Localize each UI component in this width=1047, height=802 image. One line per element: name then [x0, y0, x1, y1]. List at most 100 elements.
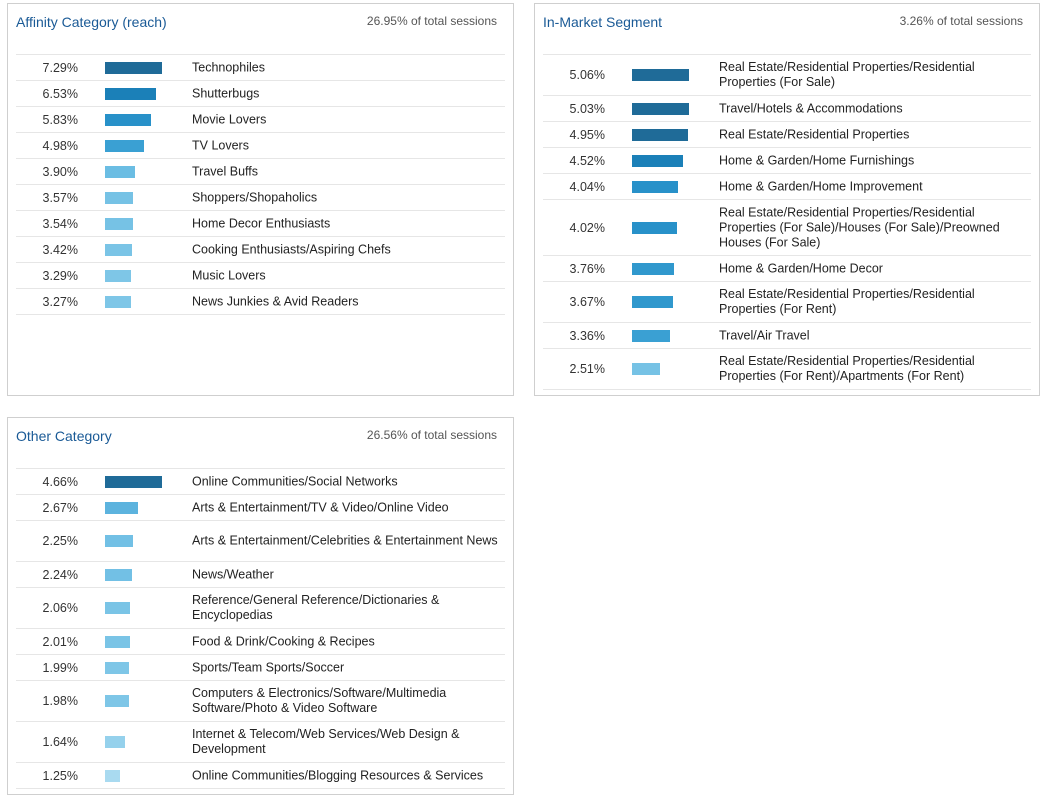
segment-percentage: 3.67% [569, 295, 605, 309]
segment-row: 4.95% Real Estate/Residential Properties [543, 122, 1031, 148]
segment-label: Reference/General Reference/Dictionaries… [192, 593, 440, 622]
segment-percentage: 6.53% [42, 86, 78, 101]
segment-bar [632, 221, 677, 234]
segment-label: Real Estate/Residential Properties/Resid… [719, 205, 1000, 249]
other-category-panel: Other Category 26.56% of total sessions … [7, 417, 514, 795]
segment-percentage: 2.01% [42, 634, 78, 649]
segment-label: Internet & Telecom/Web Services/Web Desi… [192, 727, 460, 756]
segment-percentage: 3.27% [42, 294, 78, 309]
segment-row: 1.25% Online Communities/Blogging Resourc… [16, 763, 505, 789]
segment-bar [105, 113, 151, 126]
segment-row: 6.53% Shutterbugs [16, 81, 505, 107]
segment-row: 3.67% Real Estate/Residential Properties/… [543, 282, 1031, 323]
segment-bar [105, 501, 138, 514]
segment-label: Real Estate/Residential Properties [719, 127, 910, 141]
panel-header: Affinity Category (reach) 26.95% of tota… [8, 4, 513, 44]
segment-row: 2.06% Reference/General Reference/Diction… [16, 588, 505, 629]
segment-bar [632, 296, 673, 308]
segment-label: Online Communities/Blogging Resources & … [192, 768, 484, 782]
segment-bar [105, 736, 125, 748]
segment-list: 5.06% Real Estate/Residential Properties/… [543, 54, 1031, 390]
segment-bar [105, 602, 130, 614]
segment-row: 2.25% Arts & Entertainment/Celebrities & … [16, 521, 505, 562]
segment-percentage: 4.95% [569, 127, 605, 142]
segment-row: 2.67% Arts & Entertainment/TV & Video/Onl… [16, 495, 505, 521]
segment-label: Real Estate/Residential Properties/Resid… [719, 354, 975, 383]
segment-label: Movie Lovers [192, 112, 267, 126]
segment-row: 3.54% Home Decor Enthusiasts [16, 211, 505, 237]
segment-percentage: 2.51% [569, 362, 605, 376]
segment-label: TV Lovers [192, 138, 249, 152]
segment-label: Travel/Air Travel [719, 328, 810, 342]
segment-row: 3.42% Cooking Enthusiasts/Aspiring Chefs [16, 237, 505, 263]
segment-label: Home & Garden/Home Improvement [719, 179, 923, 193]
segment-bar [632, 102, 689, 115]
panel-total-sessions: 3.26% of total sessions [899, 14, 1023, 28]
in-market-segment-panel: In-Market Segment 3.26% of total session… [534, 3, 1040, 396]
segment-row: 3.76% Home & Garden/Home Decor [543, 256, 1031, 282]
segment-percentage: 4.52% [569, 153, 605, 168]
segment-percentage: 7.29% [42, 60, 78, 75]
segment-percentage: 5.83% [42, 112, 78, 127]
segment-percentage: 1.64% [42, 735, 78, 749]
panel-header: In-Market Segment 3.26% of total session… [535, 4, 1039, 44]
segment-percentage: 2.67% [42, 500, 78, 515]
segment-label: News Junkies & Avid Readers [192, 294, 359, 308]
segment-bar [105, 475, 162, 488]
segment-row: 2.51% Real Estate/Residential Properties/… [543, 349, 1031, 390]
segment-row: 5.06% Real Estate/Residential Properties/… [543, 55, 1031, 96]
segment-percentage: 5.06% [569, 68, 605, 82]
segment-percentage: 3.29% [42, 268, 78, 283]
panel-header: Other Category 26.56% of total sessions [8, 418, 513, 458]
segment-label: Home & Garden/Home Furnishings [719, 153, 915, 167]
segment-label: Home Decor Enthusiasts [192, 216, 331, 230]
segment-row: 1.98% Computers & Electronics/Software/Mu… [16, 681, 505, 722]
segment-label: Food & Drink/Cooking & Recipes [192, 634, 375, 648]
segment-row: 7.29% Technophiles [16, 55, 505, 81]
segment-percentage: 1.98% [42, 694, 78, 708]
segment-bar [105, 217, 133, 230]
segment-bar [105, 269, 131, 282]
segment-label: Online Communities/Social Networks [192, 474, 398, 488]
segment-label: News/Weather [192, 567, 274, 581]
segment-row: 4.04% Home & Garden/Home Improvement [543, 174, 1031, 200]
segment-row: 3.29% Music Lovers [16, 263, 505, 289]
segment-bar [105, 139, 144, 152]
segment-percentage: 3.76% [569, 261, 605, 276]
segment-percentage: 2.06% [42, 601, 78, 615]
segment-bar [105, 61, 162, 74]
panel-title[interactable]: In-Market Segment [543, 14, 663, 30]
segment-label: Real Estate/Residential Properties/Resid… [719, 60, 975, 89]
panel-title[interactable]: Other Category [16, 428, 112, 444]
segment-bar [105, 295, 131, 308]
segment-bar [632, 363, 660, 375]
segment-percentage: 1.25% [42, 768, 78, 783]
segment-percentage: 2.24% [42, 567, 78, 582]
segment-label: Travel/Hotels & Accommodations [719, 101, 903, 115]
segment-row: 5.03% Travel/Hotels & Accommodations [543, 96, 1031, 122]
segment-list: 4.66% Online Communities/Social Networks 2… [16, 468, 505, 789]
segment-label: Cooking Enthusiasts/Aspiring Chefs [192, 242, 391, 256]
segment-bar [632, 154, 683, 167]
segment-row: 4.52% Home & Garden/Home Furnishings [543, 148, 1031, 174]
segment-row: 1.99% Sports/Team Sports/Soccer [16, 655, 505, 681]
segment-list: 7.29% Technophiles 6.53% Shutterbugs 5.83% Mo… [16, 54, 505, 315]
segment-label: Travel Buffs [192, 164, 258, 178]
segment-percentage: 3.42% [42, 242, 78, 257]
panel-total-sessions: 26.56% of total sessions [366, 428, 497, 442]
segment-bar [632, 128, 688, 141]
segment-percentage: 4.02% [569, 220, 605, 235]
segment-bar [105, 191, 133, 204]
panel-title[interactable]: Affinity Category (reach) [16, 14, 167, 30]
segment-bar [632, 262, 674, 275]
segment-percentage: 3.57% [42, 190, 78, 205]
segment-bar [105, 769, 120, 782]
segment-row: 4.98% TV Lovers [16, 133, 505, 159]
segment-percentage: 1.99% [42, 660, 78, 675]
segment-bar [105, 243, 132, 256]
segment-row: 3.90% Travel Buffs [16, 159, 505, 185]
segment-percentage: 4.66% [42, 474, 78, 489]
segment-label: Home & Garden/Home Decor [719, 261, 883, 275]
segment-label: Music Lovers [192, 268, 266, 282]
segment-row: 1.64% Internet & Telecom/Web Services/Web… [16, 722, 505, 763]
